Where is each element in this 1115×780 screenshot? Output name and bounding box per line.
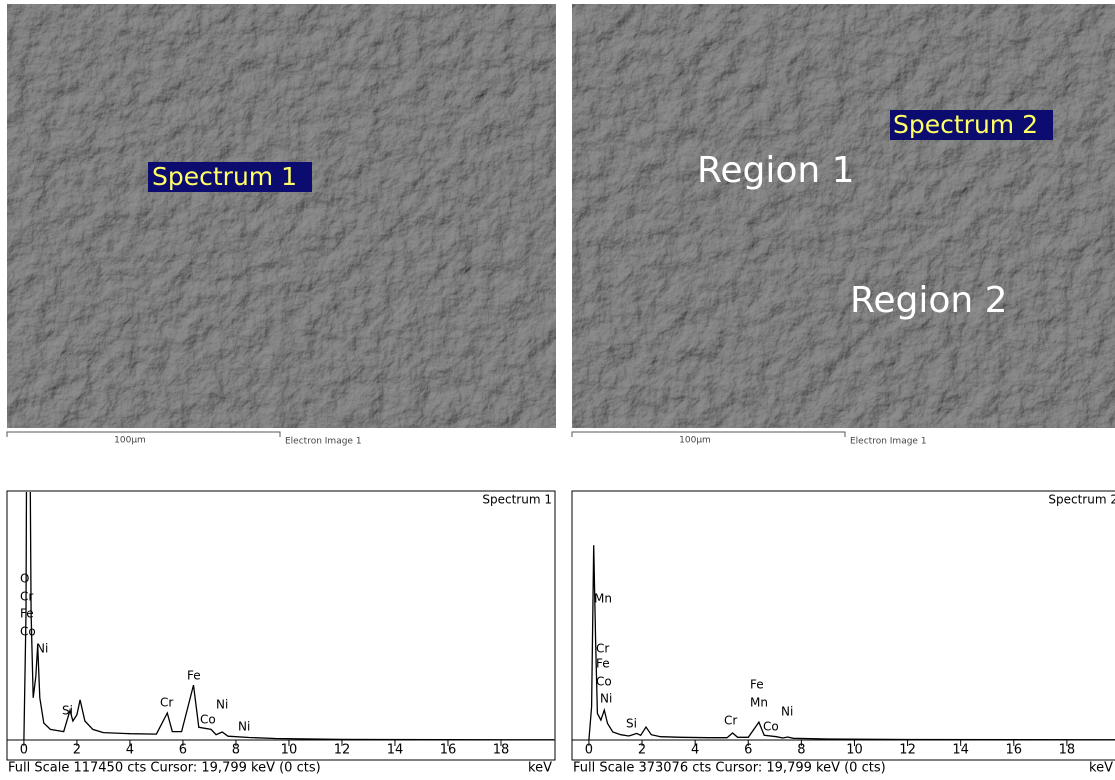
image-caption: Electron Image 1 [850,437,927,447]
x-tick-label: 2 [73,743,81,758]
x-tick-label: 10 [846,743,863,758]
element-label: Cr [20,590,33,604]
element-label: O [20,572,29,586]
element-label: Ni [216,698,228,712]
element-label: Co [200,713,216,727]
element-label: Fe [187,669,201,683]
x-axis-label: keV [1089,761,1113,776]
element-label: Co [20,625,36,639]
image-label: Spectrum 1 [152,162,297,191]
sem-image [7,4,556,428]
x-tick-label: 16 [1006,743,1023,758]
sem-image [572,4,1115,428]
element-label: Fe [750,678,764,692]
x-tick-label: 6 [744,743,752,758]
spectrum-title: Spectrum 2 [1048,493,1115,507]
x-tick-label: 8 [232,743,240,758]
element-label: Fe [596,657,610,671]
footer: Full Scale 117450 cts Cursor: 19,799 keV… [8,761,321,776]
image-label: Spectrum 2 [893,110,1038,139]
x-tick-label: 12 [334,743,351,758]
spectrum-frame [7,491,555,760]
page: {"images": [ {"label": "Spectrum 1", "sc… [0,0,1115,776]
x-tick-label: 14 [952,743,969,758]
image-caption: Electron Image 1 [285,437,362,447]
element-label: Mn [750,696,768,710]
spectrum-frame [572,491,1115,760]
x-tick-label: 18 [1059,743,1076,758]
element-label: Co [763,720,779,734]
element-label: Ni [781,705,793,719]
element-label: Cr [724,714,737,728]
element-label: Ni [238,720,250,734]
x-tick-label: 14 [387,743,404,758]
element-label: Cr [160,696,173,710]
scale-label: 100µm [114,436,146,446]
element-label: Ni [36,642,48,656]
region-label: Region 2 [850,280,1008,321]
x-tick-label: 12 [899,743,916,758]
element-label: Si [62,704,73,718]
element-label: Mn [594,592,612,606]
scale-label: 100µm [679,436,711,446]
element-label: Si [626,717,637,731]
x-tick-label: 18 [493,743,510,758]
element-label: Co [596,675,612,689]
x-tick-label: 4 [126,743,134,758]
element-label: Cr [596,642,609,656]
x-tick-label: 16 [440,743,457,758]
x-tick-label: 6 [179,743,187,758]
x-tick-label: 0 [585,743,593,758]
footer: Full Scale 373076 cts Cursor: 19,799 keV… [573,761,886,776]
region-label: Region 1 [697,150,855,191]
x-tick-label: 10 [281,743,298,758]
x-tick-label: 0 [20,743,28,758]
x-tick-label: 2 [638,743,646,758]
x-tick-label: 4 [691,743,699,758]
x-tick-label: 8 [797,743,805,758]
x-axis-label: keV [528,761,552,776]
element-label: Fe [20,607,34,621]
figure: Spectrum 1 100µm Electron Image 1 Spectr… [0,0,1115,776]
spectrum-title: Spectrum 1 [482,493,552,507]
element-label: Ni [600,692,612,706]
